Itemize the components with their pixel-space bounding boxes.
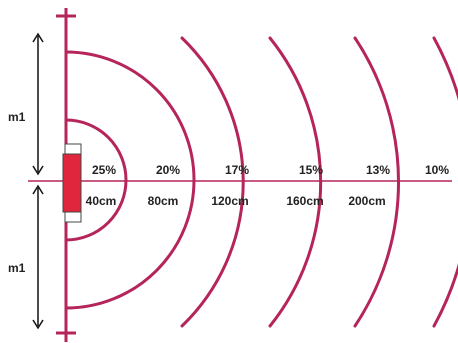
arrowhead-down-icon xyxy=(32,165,44,176)
m1-top-label: m1 xyxy=(8,110,26,124)
zone-percent-label: 20% xyxy=(156,163,180,177)
range-arc-6 xyxy=(432,36,458,328)
arrowhead-up-icon xyxy=(32,184,44,195)
arrowhead-down-icon xyxy=(32,319,44,330)
zone-percent-label: 25% xyxy=(92,163,116,177)
range-arc-4 xyxy=(268,36,323,328)
sensor xyxy=(62,143,82,223)
range-arc-2 xyxy=(64,50,196,310)
zone-percent-label: 10% xyxy=(425,163,449,177)
range-arc-3 xyxy=(180,36,245,328)
zone-distance-label: 40cm xyxy=(86,194,117,208)
zone-distance-label: 200cm xyxy=(348,194,385,208)
sensor-body xyxy=(62,153,82,213)
arrowhead-up-icon xyxy=(32,32,44,43)
range-arc-5 xyxy=(353,36,400,328)
zone-percent-label: 15% xyxy=(299,163,323,177)
m1-bottom-label: m1 xyxy=(8,261,26,275)
range-arc-1 xyxy=(64,118,128,242)
zone-percent-label: 17% xyxy=(225,163,249,177)
sensor-cap-top xyxy=(64,143,82,155)
dimension-arrows xyxy=(32,32,44,330)
zone-distance-label: 80cm xyxy=(148,194,179,208)
sensor-cap-bottom xyxy=(64,211,82,223)
zone-distance-label: 120cm xyxy=(211,194,248,208)
zone-percent-label: 13% xyxy=(366,163,390,177)
range-arcs xyxy=(64,36,458,328)
zone-distance-label: 160cm xyxy=(286,194,323,208)
